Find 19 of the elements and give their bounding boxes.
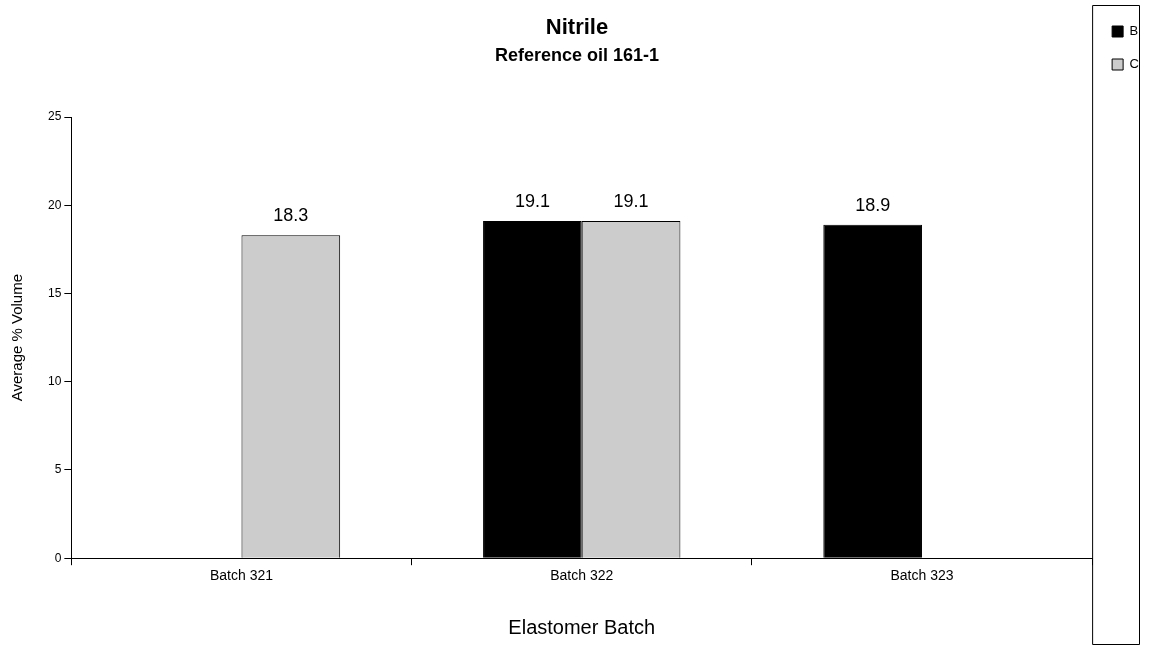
y-tick-label: 20 — [47, 197, 62, 212]
y-tick-label: 5 — [54, 462, 62, 477]
x-tick-label: Batch 323 — [890, 567, 954, 584]
y-axis-title: Average % Volume — [8, 273, 26, 402]
y-tick-label: 0 — [54, 550, 62, 565]
x-tick-label: Batch 321 — [209, 567, 274, 584]
data-label: 18.3 — [273, 205, 309, 226]
legend-label: B — [1129, 23, 1139, 39]
x-tick-label: Batch 322 — [550, 567, 614, 584]
data-label: 19.1 — [514, 191, 550, 212]
data-label: 19.1 — [613, 191, 649, 212]
chart-title: Nitrile — [545, 14, 609, 40]
y-tick-label: 25 — [47, 109, 62, 124]
x-axis-title: Elastomer Batch — [508, 615, 656, 638]
data-label: 18.9 — [855, 194, 891, 215]
chart-subtitle: Reference oil 161-1 — [494, 45, 660, 66]
legend-label: C — [1129, 56, 1139, 72]
y-tick-label: 10 — [47, 374, 62, 389]
y-tick-label: 15 — [47, 285, 62, 300]
